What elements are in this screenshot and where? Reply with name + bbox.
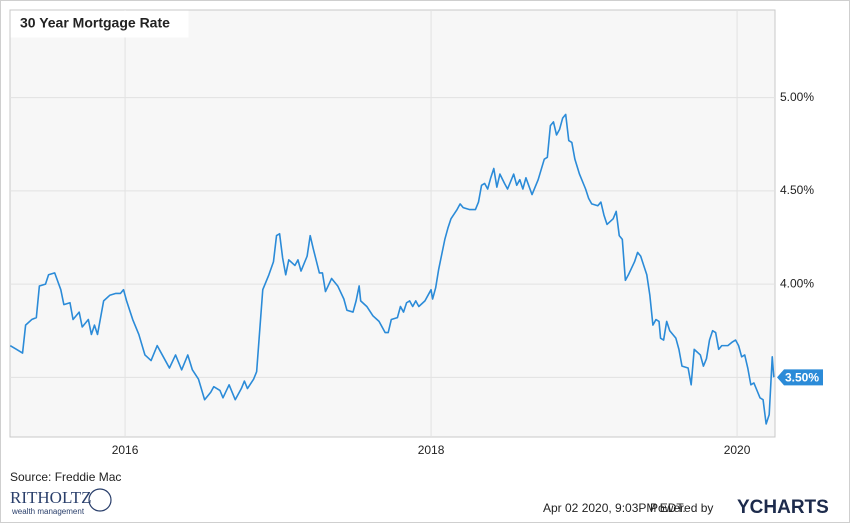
logo-sub: wealth management: [11, 507, 85, 516]
x-tick-label: 2018: [418, 443, 445, 457]
y-tick-label: 4.50%: [780, 183, 814, 197]
last-value-label: 3.50%: [785, 371, 819, 385]
x-tick-label: 2016: [112, 443, 139, 457]
logo: RITHOLTZ: [10, 488, 92, 507]
y-tick-label: 4.00%: [780, 276, 814, 290]
powered-by: Powered by: [650, 501, 713, 515]
y-tick-label: 5.00%: [780, 90, 814, 104]
line-series: [9, 113, 775, 425]
timestamp: Apr 02 2020, 9:03PM EDT.: [543, 501, 686, 515]
last-value-flag: [777, 369, 823, 386]
logo-mark: [88, 488, 112, 512]
x-tick-label: 2020: [724, 443, 751, 457]
title-box: [10, 10, 189, 38]
chart-title: 30 Year Mortgage Rate: [20, 15, 170, 31]
source: Source: Freddie Mac: [10, 470, 121, 484]
plot-area: [9, 9, 776, 438]
brand: YCHARTS: [737, 497, 829, 518]
